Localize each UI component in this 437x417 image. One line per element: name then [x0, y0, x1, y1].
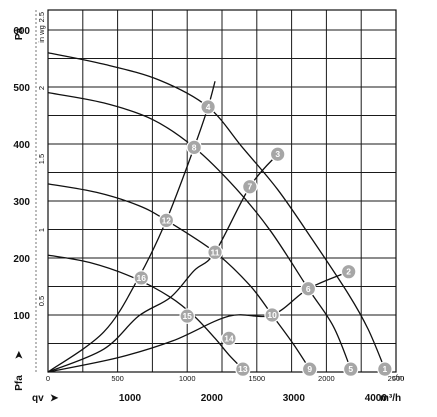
marker-label: 1 [382, 364, 387, 374]
marker-15: 15 [179, 308, 195, 324]
plot-frame [47, 9, 397, 373]
marker-4: 4 [200, 99, 216, 115]
marker-circle [158, 212, 175, 229]
marker-7: 7 [242, 178, 258, 195]
marker-6: 6 [300, 280, 317, 297]
x-axis-arrow: ➤ [50, 393, 59, 404]
marker-circle [207, 244, 223, 261]
marker-3: 3 [269, 146, 286, 163]
marker-label: 12 [162, 215, 172, 225]
marker-label: 8 [192, 142, 197, 152]
marker-circle [340, 263, 357, 280]
y-tick-pa: 200 [13, 254, 30, 265]
fan-curve-2 [47, 183, 311, 370]
x-tick-cfm: 2500 [388, 374, 405, 383]
marker-label: 16 [137, 273, 147, 283]
axes: Pa in wg Pfa ➤ qv ➤ cfm m³/h 0 500 1000 150… [13, 12, 404, 404]
marker-circle [242, 178, 258, 195]
y-tick-pa: 300 [13, 197, 30, 208]
marker-2: 2 [340, 263, 357, 280]
marker-13: 13 [235, 361, 251, 377]
marker-label: 10 [267, 310, 277, 320]
x-tick-m3h: 1000 [119, 393, 142, 404]
marker-label: 15 [182, 311, 192, 321]
x-tick-cfm: 1500 [248, 374, 265, 383]
x-tick-m3h: 4000 [365, 393, 388, 404]
system-curve-4 [47, 81, 216, 373]
fan-curve-1 [47, 92, 352, 370]
marker-label: 7 [247, 182, 252, 192]
marker-label: 13 [238, 364, 248, 374]
marker-label: 14 [224, 333, 234, 343]
x-tick-cfm: 0 [46, 374, 50, 383]
x-axis-label: qv [32, 393, 44, 404]
marker-label: 3 [275, 149, 280, 159]
y-tick-pa: 400 [13, 140, 30, 151]
marker-14: 14 [221, 330, 237, 347]
fan-curve-3 [47, 254, 244, 370]
marker-circle [186, 139, 202, 156]
curves [47, 52, 386, 373]
marker-circle [179, 308, 195, 324]
y-tick-inwg: 1.5 [37, 154, 46, 164]
marker-label: 11 [211, 247, 220, 257]
marker-10: 10 [264, 307, 280, 323]
y-unit-inwg: in wg [37, 25, 46, 43]
marker-label: 9 [307, 364, 312, 374]
marker-5: 5 [342, 361, 359, 377]
y-tick-pa: 500 [13, 83, 30, 94]
marker-circle [133, 270, 150, 286]
marker-11: 11 [207, 244, 223, 261]
marker-label: 4 [206, 102, 211, 112]
y-tick-inwg: 2 [37, 86, 46, 90]
x-tick-cfm: 1000 [179, 374, 196, 383]
marker-circle [300, 280, 317, 297]
marker-9: 9 [301, 361, 318, 377]
marker-label: 5 [348, 364, 353, 374]
x-tick-cfm: 500 [111, 374, 124, 383]
marker-circle [221, 330, 237, 347]
marker-circle [264, 307, 280, 323]
x-tick-m3h: 3000 [283, 393, 306, 404]
marker-label: 6 [306, 284, 311, 294]
marker-circle [301, 361, 318, 377]
x-tick-cfm: 2000 [318, 374, 335, 383]
marker-circle [235, 361, 251, 377]
marker-12: 12 [158, 212, 175, 229]
x-unit-cfm: cfm [392, 373, 404, 382]
y-unit-pa: Pa [14, 27, 25, 40]
marker-circle [200, 99, 216, 115]
marker-8: 8 [186, 139, 202, 156]
y-axis-arrow: ➤ [14, 350, 25, 359]
grid [35, 9, 397, 373]
fan-curve-0 [47, 52, 386, 370]
y-tick-pa: 600 [13, 26, 30, 37]
x-tick-m3h: 2000 [201, 393, 224, 404]
y-tick-inwg: 0.5 [37, 296, 46, 306]
marker-circle [377, 361, 393, 377]
y-tick-pa: 100 [13, 311, 30, 322]
marker-circle [342, 361, 359, 377]
x-unit-m3h: m³/h [380, 393, 401, 404]
marker-1: 1 [377, 361, 393, 377]
marker-circle [269, 146, 286, 163]
y-axis-label: Pfa [14, 375, 25, 391]
marker-16: 16 [133, 270, 150, 286]
y-tick-inwg: 2.5 [37, 12, 46, 22]
y-tick-inwg: 1 [37, 228, 46, 232]
marker-label: 2 [346, 267, 351, 277]
